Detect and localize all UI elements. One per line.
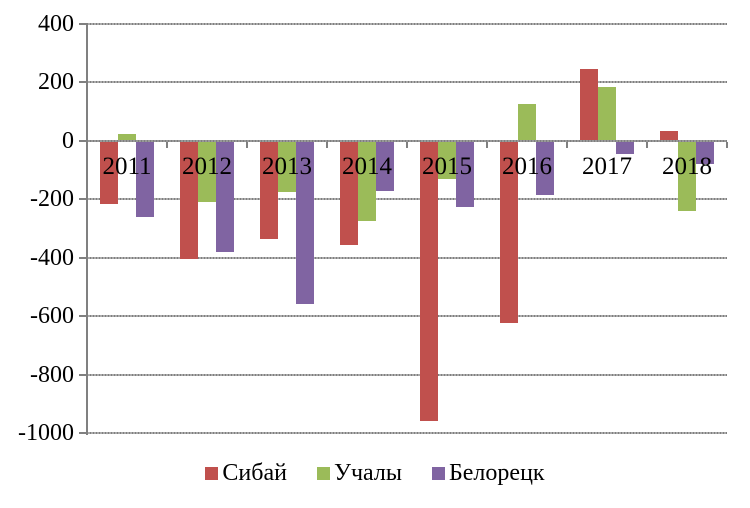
gridline-y--200 [87, 198, 727, 201]
x-axis-category-label: 2012 [182, 152, 232, 180]
y-axis-tick [79, 81, 87, 84]
x-axis-category-label: 2018 [662, 152, 712, 180]
gridline-y--600 [87, 315, 727, 318]
y-axis-tick [79, 139, 87, 142]
y-axis-tick-label: 0 [62, 127, 74, 154]
y-axis-tick [79, 23, 87, 25]
x-axis-tick [726, 141, 728, 148]
bar-Учалы-2011 [118, 133, 136, 141]
y-axis-tick [79, 315, 87, 318]
y-axis-tick-label: -800 [30, 361, 74, 388]
legend-swatch-icon [432, 466, 445, 480]
y-axis-line [86, 24, 88, 435]
x-axis-tick [86, 141, 88, 148]
y-axis-tick [79, 432, 87, 434]
legend-swatch-icon [316, 466, 330, 480]
x-axis-tick [406, 141, 408, 148]
x-axis-category-label: 2014 [342, 152, 392, 180]
x-axis-tick [326, 141, 328, 148]
bar-Учалы-2018 [678, 140, 696, 211]
bar-Сибай-2014 [340, 140, 358, 245]
y-axis-tick-label: -600 [30, 303, 74, 330]
gridline-y--800 [87, 373, 727, 376]
y-axis-tick [79, 198, 87, 201]
bar-Белорецк-2018 [696, 140, 714, 165]
bar-Белорецк-2013 [296, 140, 314, 305]
bar-Сибай-2013 [260, 140, 278, 239]
bar-Сибай-2015 [420, 140, 438, 422]
bar-Учалы-2015 [438, 140, 456, 179]
gridline-y--400 [87, 256, 727, 259]
y-axis-tick-label: 200 [38, 69, 74, 96]
y-axis-tick-label: -400 [30, 244, 74, 271]
bar-Сибай-2018 [660, 130, 678, 141]
x-axis-category-label: 2017 [582, 152, 632, 180]
y-axis-tick-label: -200 [30, 186, 74, 213]
bar-Белорецк-2017 [616, 140, 634, 154]
bar-Сибай-2012 [180, 140, 198, 260]
bar-Сибай-2011 [100, 140, 118, 204]
gridline-y-200 [87, 81, 727, 84]
x-axis-category-label: 2013 [262, 152, 312, 180]
bar-Белорецк-2012 [216, 140, 234, 252]
y-axis-tick-label: -1000 [18, 420, 74, 446]
gridline-y--1000 [87, 432, 727, 434]
legend-item-Белорецк: Белорецк [432, 460, 545, 486]
legend-item-Учалы: Учалы [316, 460, 402, 486]
chart-legend: Сибай Учалы Белорецк [0, 460, 750, 486]
bar-Учалы-2016 [518, 104, 536, 141]
x-axis-tick [246, 141, 248, 148]
x-axis-category-label: 2015 [422, 152, 472, 180]
bar-Белорецк-2015 [456, 140, 474, 207]
bar-Учалы-2012 [198, 140, 216, 203]
y-axis-tick [79, 373, 87, 376]
y-axis-tick-label: 400 [38, 11, 74, 37]
x-axis-tick [566, 141, 568, 148]
bar-Сибай-2016 [500, 140, 518, 324]
legend-label: Сибай [222, 460, 287, 486]
x-axis-tick [486, 141, 488, 148]
bar-Сибай-2017 [580, 69, 598, 141]
bar-Учалы-2013 [278, 140, 296, 192]
bar-Учалы-2017 [598, 86, 616, 141]
x-axis-tick [646, 141, 648, 148]
x-axis-category-label: 2016 [502, 152, 552, 180]
gridline-y-400 [87, 23, 727, 25]
x-axis-line [87, 139, 727, 142]
x-axis-category-label: 2011 [102, 152, 152, 180]
bar-Белорецк-2016 [536, 140, 554, 195]
legend-label: Учалы [333, 460, 402, 486]
bar-Учалы-2014 [358, 140, 376, 222]
y-axis-tick [79, 256, 87, 259]
bar-Белорецк-2011 [136, 140, 154, 217]
legend-item-Сибай: Сибай [205, 460, 287, 486]
bar-Белорецк-2014 [376, 140, 394, 191]
legend-label: Белорецк [449, 460, 545, 486]
x-axis-tick [166, 141, 168, 148]
legend-swatch-icon [205, 466, 219, 480]
